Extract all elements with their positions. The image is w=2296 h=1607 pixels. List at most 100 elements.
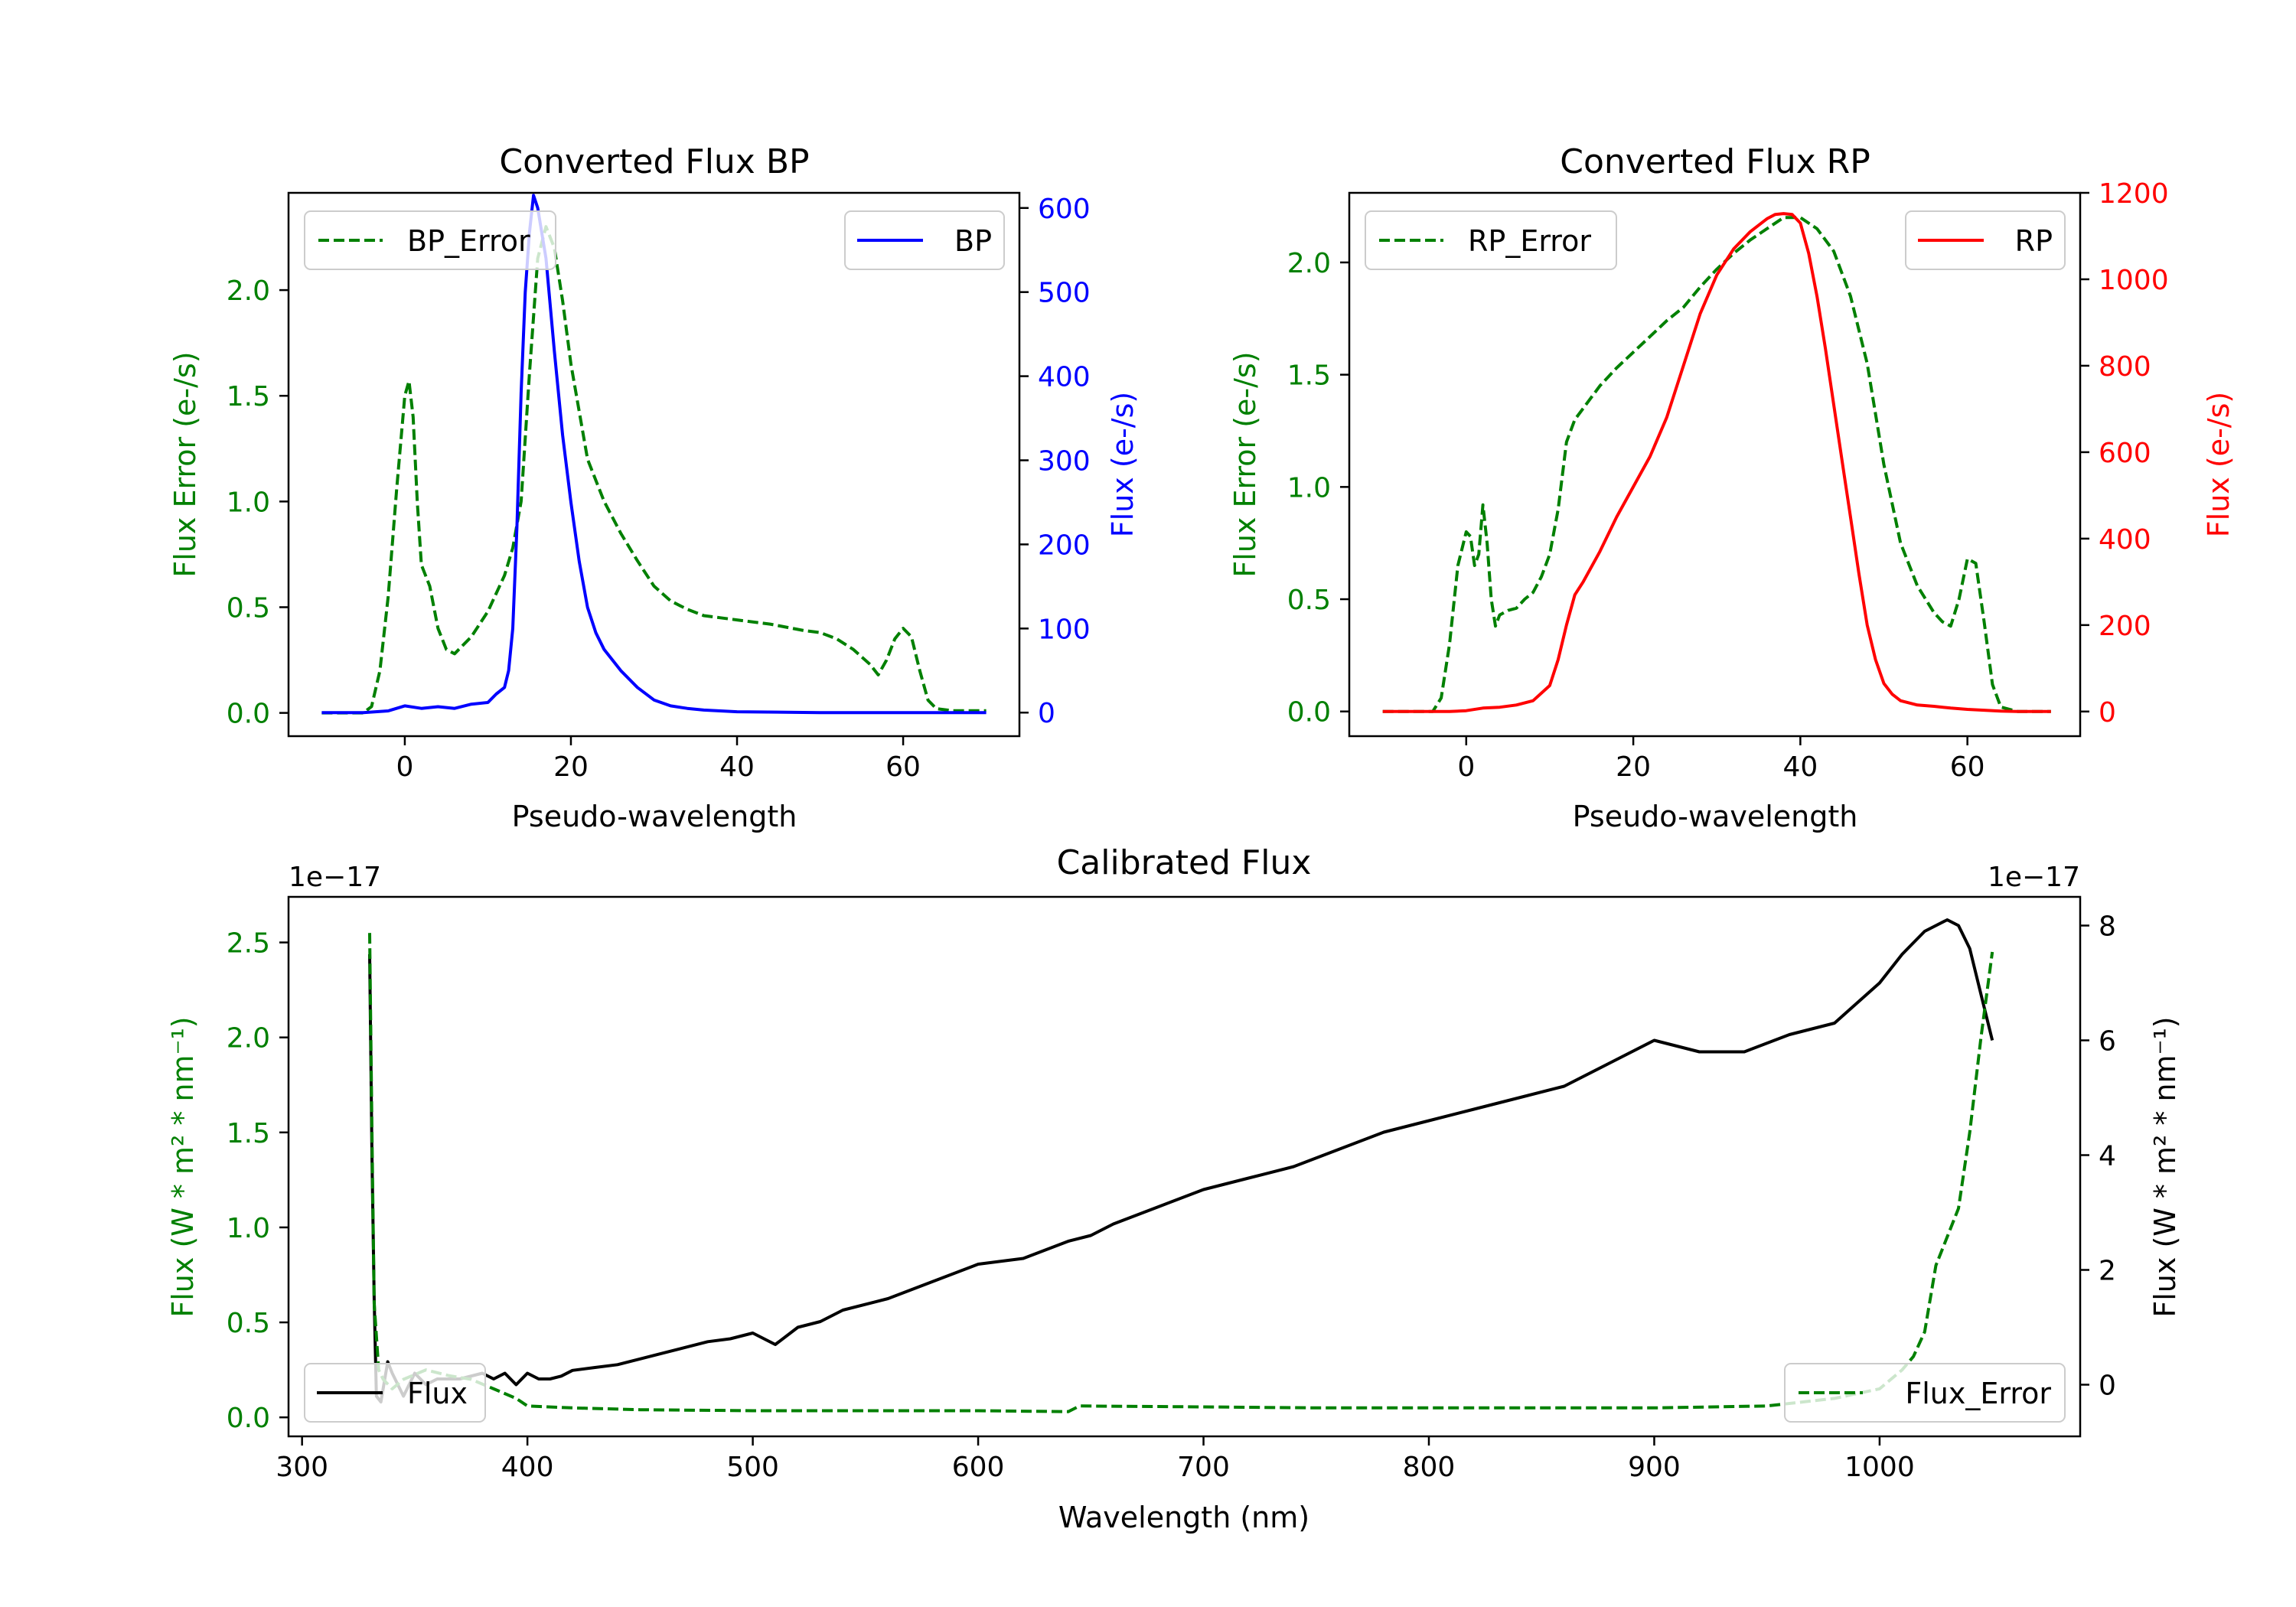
rp-right-tick-label: 800: [2099, 351, 2151, 383]
cal-left-tick-label: 0.5: [227, 1308, 270, 1339]
cal-left-ylabel: Flux (W * m² * nm⁻¹): [166, 1016, 200, 1317]
bp-right-ticks: 0 100 200 300 400 500 600: [1019, 194, 1091, 729]
bp-left-tick-label: 1.5: [227, 381, 270, 412]
cal-flux-legend-frame: [304, 1363, 486, 1423]
bp-xtick-label: 40: [719, 751, 755, 783]
rp-right-tick-label: 1000: [2099, 265, 2169, 296]
rp-right-tick-label: 0: [2099, 697, 2116, 729]
cal-left-ticks: 0.0 0.5 1.0 1.5 2.0 2.5: [227, 928, 289, 1434]
rp-xtick-label: 40: [1782, 751, 1818, 783]
bp-left-tick-label: 0.5: [227, 592, 270, 624]
cal-right-tick-label: 8: [2099, 911, 2116, 943]
rp-error-legend: RP_Error: [1365, 210, 1617, 270]
rp-right-tick-label: 600: [2099, 438, 2151, 469]
bp-left-tick-label: 0.0: [227, 699, 270, 730]
bp-error-legend-label: BP_Error: [407, 224, 530, 258]
rp-error-legend-label: RP_Error: [1468, 224, 1591, 258]
bp-error-legend: BP_Error: [304, 210, 556, 270]
bp-title: Converted Flux BP: [499, 142, 809, 181]
cal-right-tick-label: 4: [2099, 1141, 2116, 1172]
rp-xtick-label: 20: [1616, 751, 1651, 783]
rp-xtick-label: 60: [1950, 751, 1985, 783]
rp-title: Converted Flux RP: [1560, 142, 1870, 181]
rp-xtick-label: 0: [1457, 751, 1475, 783]
bp-left-tick-label: 2.0: [227, 275, 270, 307]
rp-right-tick-label: 400: [2099, 524, 2151, 556]
bp-right-tick-label: 300: [1038, 446, 1091, 478]
rp-legend: RP: [1905, 210, 2066, 270]
rp-left-tick-label: 1.5: [1287, 360, 1331, 392]
rp-legend-label: RP: [2015, 224, 2053, 258]
cal-xtick-label: 300: [276, 1452, 328, 1483]
bp-xtick-label: 60: [885, 751, 921, 783]
rp-left-tick-label: 1.0: [1287, 472, 1331, 504]
panel-rp: Converted Flux RP 0 20 40 60 0.0 0.5 1.0 1.5 2.…: [1228, 142, 2236, 833]
bp-left-ylabel: Flux Error (e-/s): [168, 351, 202, 577]
cal-xtick-label: 1000: [1844, 1452, 1915, 1483]
cal-left-tick-label: 2.5: [227, 928, 270, 960]
cal-xtick-label: 700: [1177, 1452, 1230, 1483]
bp-right-tick-label: 100: [1038, 614, 1091, 645]
cal-plot-frame: [287, 895, 2082, 1438]
bp-series-layer: [321, 194, 987, 715]
rp-right-tick-label: 200: [2099, 611, 2151, 642]
cal-xtick-label: 600: [952, 1452, 1005, 1483]
rp-right-tick-label: 1200: [2099, 178, 2169, 210]
cal-flux-legend: Flux: [304, 1363, 486, 1423]
rp-left-tick-label: 0.5: [1287, 585, 1331, 616]
bp-error-legend-frame: [304, 210, 556, 270]
bp-right-tick-label: 400: [1038, 362, 1091, 393]
cal-left-tick-label: 1.5: [227, 1118, 270, 1149]
bp-plot-frame: [287, 191, 1021, 738]
cal-error-legend-frame: [1784, 1363, 2066, 1423]
rp-right-ylabel: Flux (e-/s): [2202, 392, 2236, 537]
bp-right-ylabel: Flux (e-/s): [1106, 392, 1140, 537]
rp-left-ticks: 0.0 0.5 1.0 1.5 2.0: [1287, 248, 1349, 729]
bp-xtick-label: 0: [396, 751, 413, 783]
bp-series-bp: [321, 194, 987, 715]
bp-legend: BP: [844, 210, 1005, 270]
cal-error-legend-label: Flux_Error: [1905, 1377, 2051, 1410]
panel-bp: Converted Flux BP 0 20 40 60 0.0 0.5 1.0 1.5 2.…: [168, 142, 1140, 833]
bp-xlabel: Pseudo-wavelength: [512, 800, 797, 833]
bp-right-tick-label: 500: [1038, 278, 1091, 309]
bp-right-tick-label: 0: [1038, 698, 1055, 729]
bp-xticks: 0 20 40 60: [396, 736, 921, 783]
cal-right-ylabel: Flux (W * m² * nm⁻¹): [2148, 1016, 2182, 1317]
bp-right-tick-label: 200: [1038, 530, 1091, 561]
bp-legend-frame: [844, 210, 1005, 270]
cal-title: Calibrated Flux: [1057, 843, 1312, 882]
rp-right-ticks: 0 200 400 600 800 1000 1200: [2080, 178, 2169, 729]
bp-left-ticks: 0.0 0.5 1.0 1.5 2.0: [227, 275, 289, 730]
rp-xticks: 0 20 40 60: [1457, 736, 1985, 783]
cal-xlabel: Wavelength (nm): [1058, 1501, 1309, 1534]
cal-right-tick-label: 0: [2099, 1371, 2116, 1402]
bp-legend-label: BP: [954, 224, 992, 258]
rp-legend-frame: [1905, 210, 2066, 270]
cal-xticks: 300 400 500 600 700 800 900 1000: [276, 1436, 1915, 1483]
cal-left-offset-text: 1e−17: [289, 862, 381, 893]
cal-xtick-label: 900: [1628, 1452, 1681, 1483]
panel-calibrated: Calibrated Flux 1e−17 1e−17 300 400 500 600…: [166, 843, 2182, 1534]
rp-series-layer: [1382, 212, 2051, 713]
rp-series-rp: [1382, 212, 2051, 713]
cal-xtick-label: 800: [1403, 1452, 1456, 1483]
cal-right-tick-label: 6: [2099, 1026, 2116, 1058]
cal-left-tick-label: 1.0: [227, 1213, 270, 1244]
rp-left-tick-label: 0.0: [1287, 697, 1331, 729]
cal-flux-legend-label: Flux: [407, 1377, 468, 1410]
rp-series-rp-error: [1382, 216, 2051, 713]
bp-xtick-label: 20: [553, 751, 589, 783]
bp-left-tick-label: 1.0: [227, 487, 270, 518]
cal-right-offset-text: 1e−17: [1988, 862, 2080, 893]
rp-plot-frame: [1348, 191, 2082, 738]
cal-xtick-label: 400: [501, 1452, 554, 1483]
rp-xlabel: Pseudo-wavelength: [1573, 800, 1858, 833]
cal-left-tick-label: 2.0: [227, 1023, 270, 1054]
cal-left-tick-label: 0.0: [227, 1403, 270, 1434]
rp-left-ylabel: Flux Error (e-/s): [1228, 351, 1262, 577]
cal-right-ticks: 0 2 4 6 8: [2080, 911, 2116, 1402]
bp-right-tick-label: 600: [1038, 194, 1091, 225]
rp-error-legend-frame: [1365, 210, 1617, 270]
